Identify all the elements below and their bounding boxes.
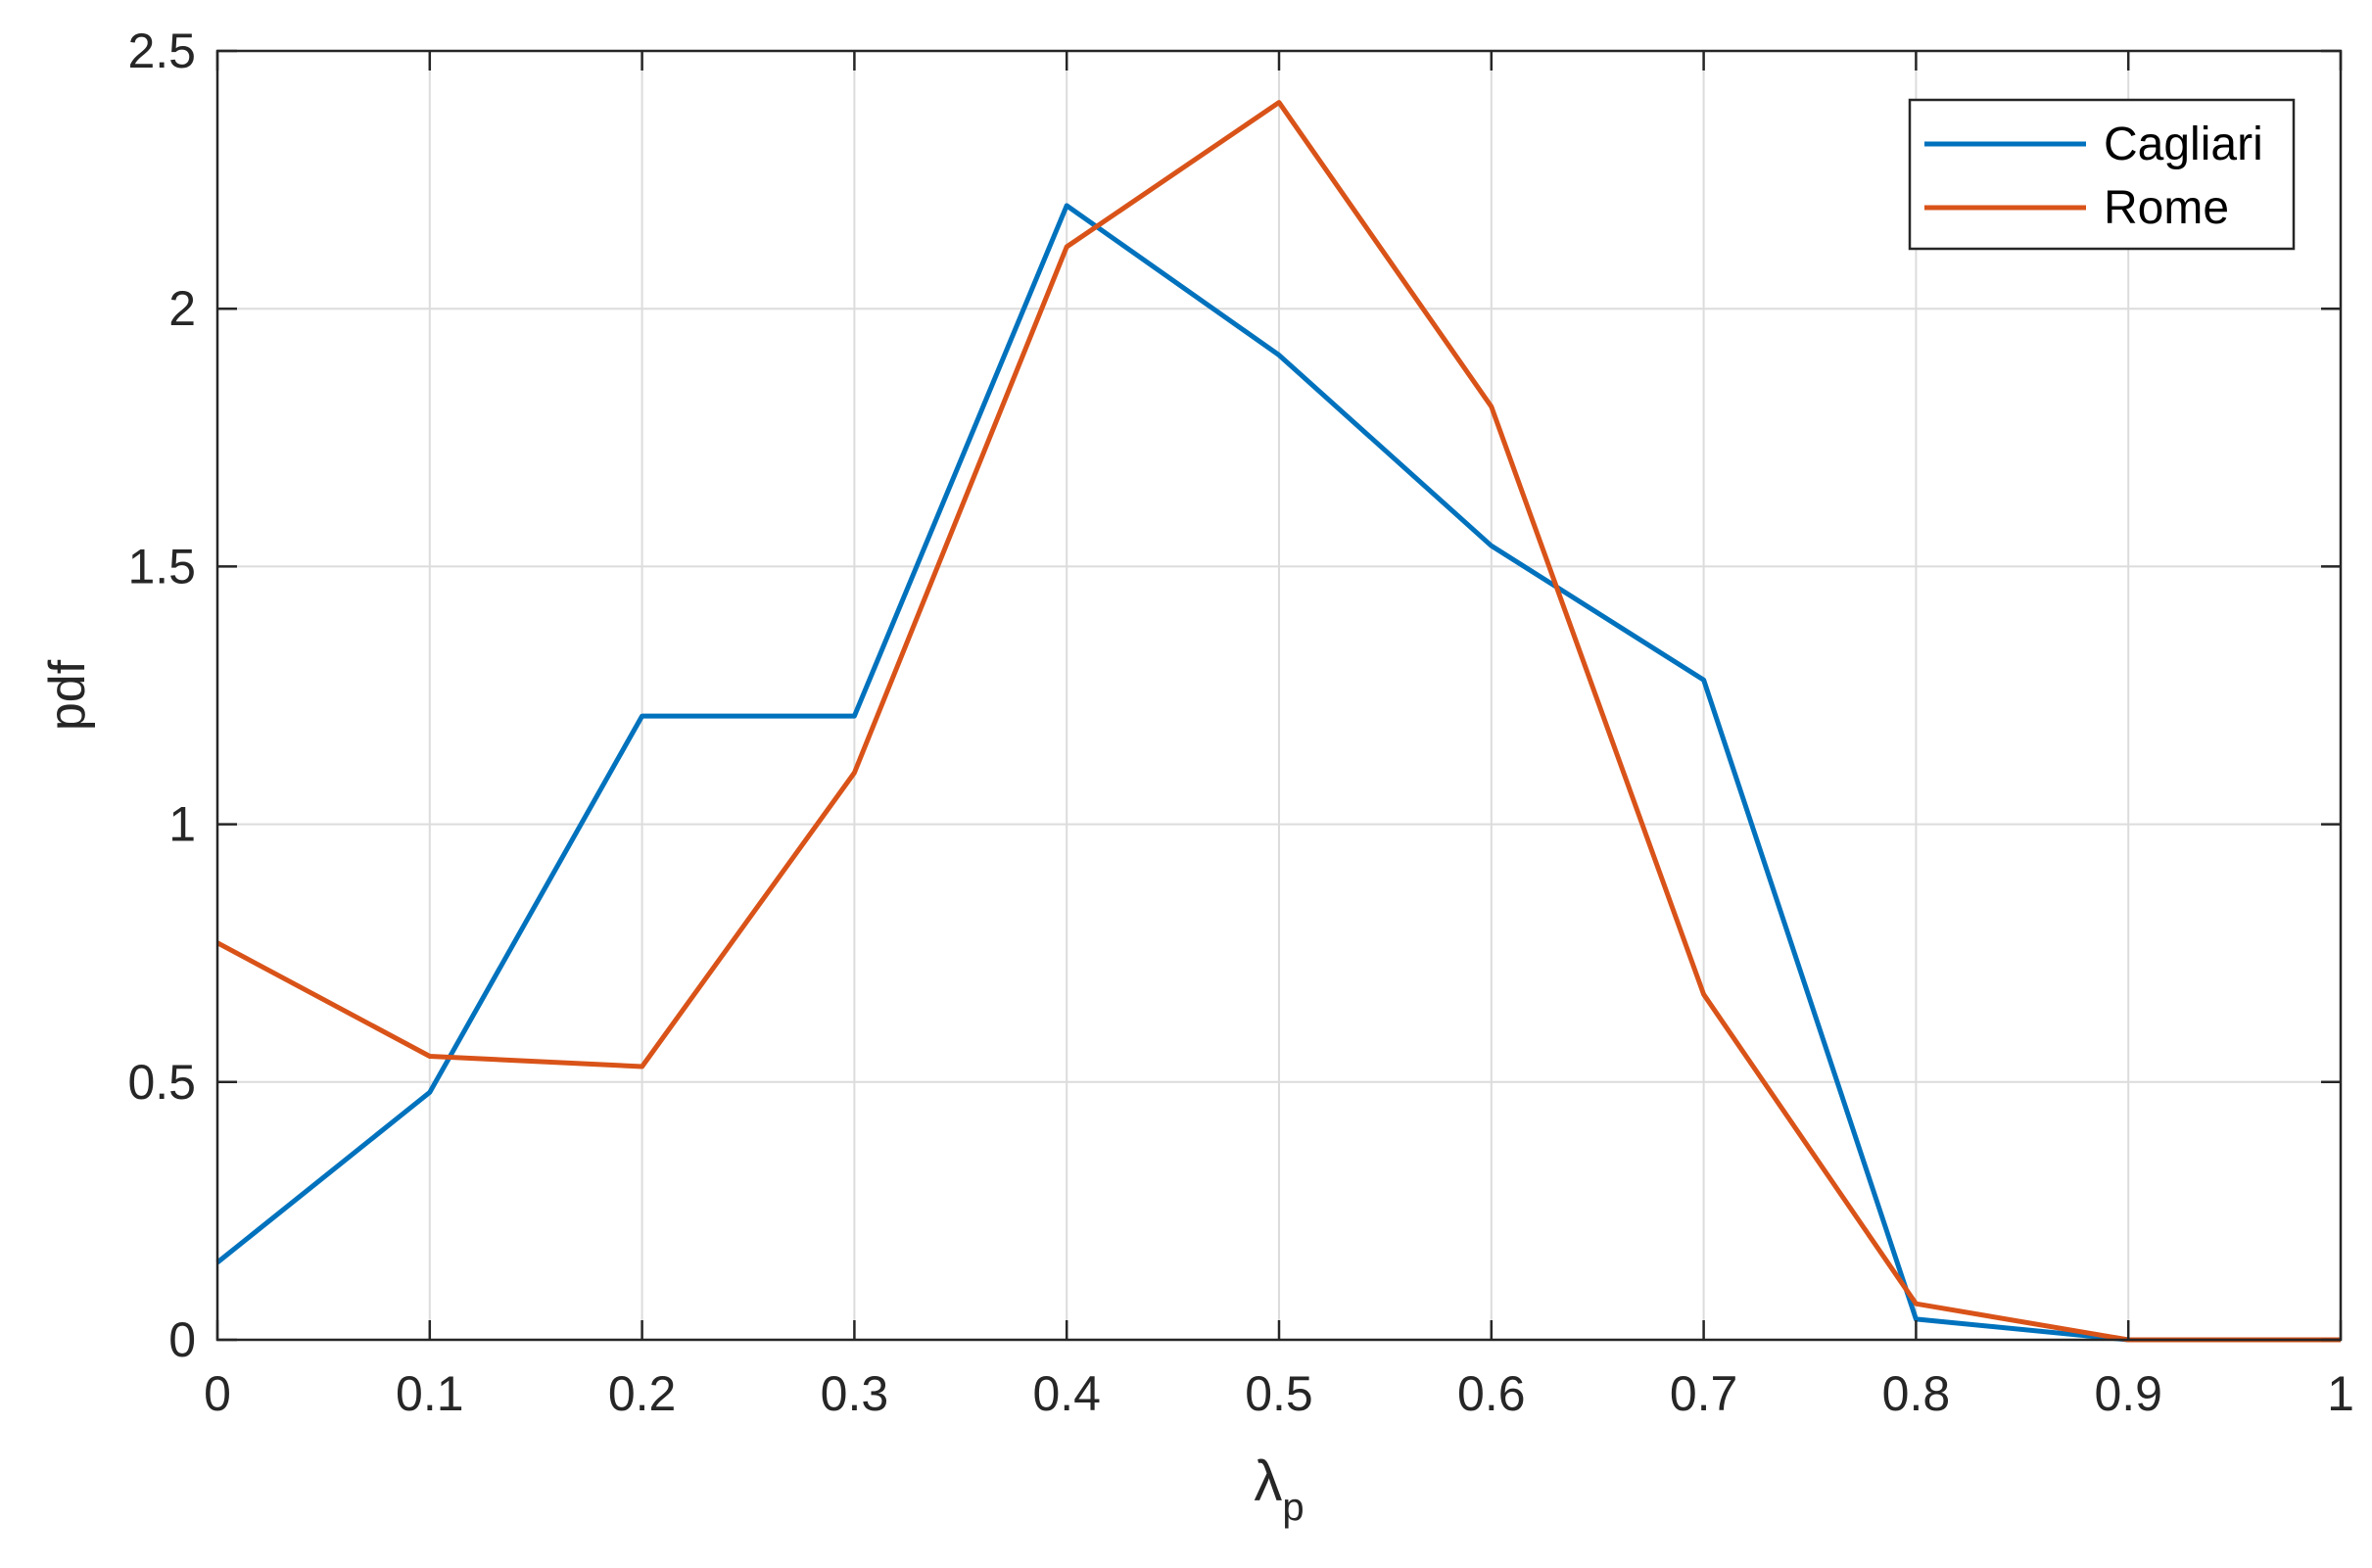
- axis-ticks: [215, 49, 2343, 1342]
- legend-label-rome: Rome: [2104, 182, 2229, 234]
- y-tick-label: 0: [168, 1312, 196, 1367]
- x-axis-label-subscript: p: [1282, 1486, 1304, 1529]
- legend: Cagliari Rome: [1908, 98, 2296, 251]
- x-tick-label: 0.4: [1032, 1366, 1101, 1421]
- x-tick-label: 0.2: [608, 1366, 677, 1421]
- x-tick-label: 0.1: [396, 1366, 464, 1421]
- legend-label-cagliari: Cagliari: [2104, 119, 2263, 170]
- x-axis-label-symbol: λ: [1254, 1449, 1282, 1513]
- y-tick-label: 1: [168, 797, 196, 852]
- x-tick-label: 0.5: [1245, 1366, 1313, 1421]
- x-tick-label: 0.8: [1882, 1366, 1951, 1421]
- y-tick-label: 1.5: [127, 539, 196, 594]
- x-tick-label: 0.7: [1670, 1366, 1738, 1421]
- legend-box: [1908, 98, 2296, 251]
- y-tick-labels: 0 0.5 1 1.5 2 2.5: [127, 24, 196, 1367]
- x-tick-label: 0.6: [1457, 1366, 1526, 1421]
- x-axis-label: λp: [1254, 1449, 1304, 1529]
- x-tick-label: 0: [204, 1366, 231, 1421]
- x-tick-label: 0.9: [2094, 1366, 2162, 1421]
- series-line-cagliari: [215, 203, 2341, 1343]
- x-tick-label: 1: [2327, 1366, 2354, 1421]
- y-tick-label: 2: [168, 281, 196, 336]
- y-axis-label: pdf: [39, 659, 96, 731]
- series-lines: [215, 100, 2341, 1343]
- x-tick-labels: 0 0.1 0.2 0.3 0.4 0.5 0.6 0.7 0.8 0.9 1: [204, 1366, 2354, 1421]
- x-tick-label: 0.3: [821, 1366, 889, 1421]
- series-line-rome: [215, 100, 2341, 1343]
- y-tick-label: 2.5: [127, 24, 196, 78]
- y-tick-label: 0.5: [127, 1055, 196, 1110]
